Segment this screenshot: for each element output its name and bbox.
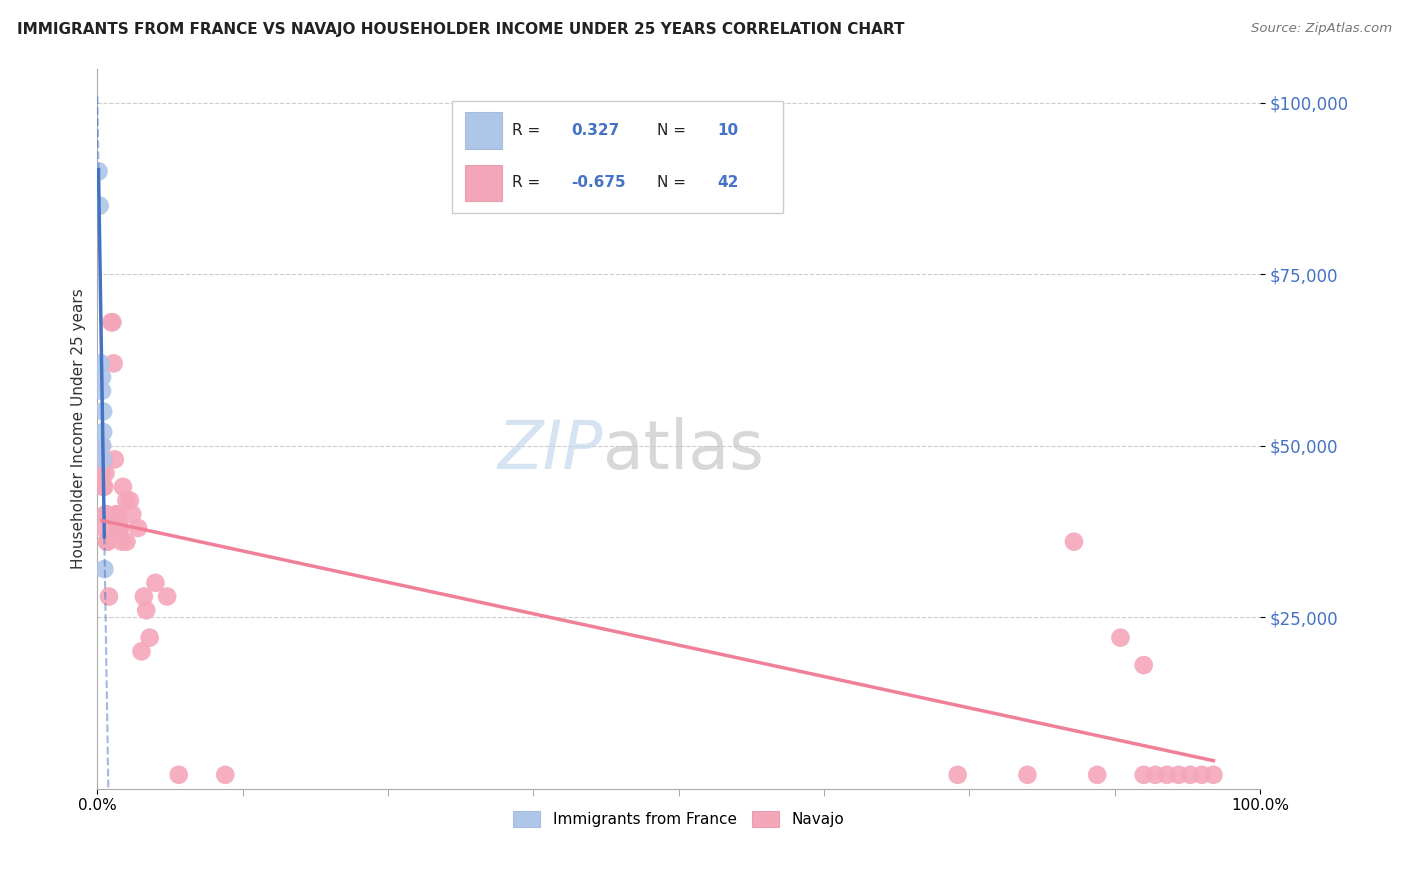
Point bbox=[1063, 534, 1085, 549]
Point bbox=[115, 493, 138, 508]
Point bbox=[1191, 768, 1213, 782]
Point bbox=[91, 425, 114, 439]
Point bbox=[115, 534, 138, 549]
Point bbox=[1132, 658, 1154, 673]
Point bbox=[135, 603, 157, 617]
Text: ZIP: ZIP bbox=[498, 417, 603, 483]
Point bbox=[91, 370, 114, 384]
Point bbox=[118, 493, 141, 508]
Text: IMMIGRANTS FROM FRANCE VS NAVAJO HOUSEHOLDER INCOME UNDER 25 YEARS CORRELATION C: IMMIGRANTS FROM FRANCE VS NAVAJO HOUSEHO… bbox=[17, 22, 904, 37]
Point bbox=[94, 507, 117, 521]
Point bbox=[946, 768, 969, 782]
Point bbox=[1132, 768, 1154, 782]
Point bbox=[111, 480, 134, 494]
Point bbox=[145, 575, 167, 590]
Point bbox=[91, 404, 114, 418]
Point bbox=[91, 452, 114, 467]
Point bbox=[1017, 768, 1039, 782]
Point bbox=[98, 590, 121, 604]
Point bbox=[87, 164, 110, 178]
Point bbox=[93, 480, 115, 494]
Point bbox=[91, 384, 114, 398]
Y-axis label: Householder Income Under 25 years: Householder Income Under 25 years bbox=[72, 288, 86, 569]
Point bbox=[108, 521, 131, 535]
Point bbox=[97, 534, 120, 549]
Point bbox=[111, 534, 134, 549]
Point bbox=[103, 356, 125, 370]
Point bbox=[96, 534, 118, 549]
Point bbox=[93, 521, 115, 535]
Point bbox=[214, 768, 236, 782]
Point bbox=[167, 768, 190, 782]
Point bbox=[1156, 768, 1178, 782]
Point bbox=[91, 439, 114, 453]
Point bbox=[89, 199, 111, 213]
Point bbox=[96, 507, 118, 521]
Text: atlas: atlas bbox=[603, 417, 763, 483]
Point bbox=[91, 466, 114, 480]
Legend: Immigrants from France, Navajo: Immigrants from France, Navajo bbox=[505, 804, 852, 835]
Point bbox=[104, 452, 127, 467]
Point bbox=[1180, 768, 1202, 782]
Point bbox=[1144, 768, 1167, 782]
Point bbox=[138, 631, 160, 645]
Point bbox=[1167, 768, 1189, 782]
Point bbox=[132, 590, 155, 604]
Point bbox=[100, 315, 122, 329]
Point bbox=[91, 439, 114, 453]
Point bbox=[1109, 631, 1132, 645]
Point bbox=[121, 507, 143, 521]
Point bbox=[105, 521, 128, 535]
Point bbox=[90, 356, 112, 370]
Point bbox=[93, 562, 115, 576]
Point bbox=[110, 521, 132, 535]
Text: Source: ZipAtlas.com: Source: ZipAtlas.com bbox=[1251, 22, 1392, 36]
Point bbox=[94, 466, 117, 480]
Point bbox=[104, 507, 127, 521]
Point bbox=[91, 480, 114, 494]
Point bbox=[156, 590, 179, 604]
Point bbox=[93, 452, 115, 467]
Point bbox=[1085, 768, 1108, 782]
Point bbox=[1202, 768, 1225, 782]
Point bbox=[101, 315, 124, 329]
Point bbox=[127, 521, 149, 535]
Point bbox=[107, 507, 129, 521]
Point bbox=[131, 644, 153, 658]
